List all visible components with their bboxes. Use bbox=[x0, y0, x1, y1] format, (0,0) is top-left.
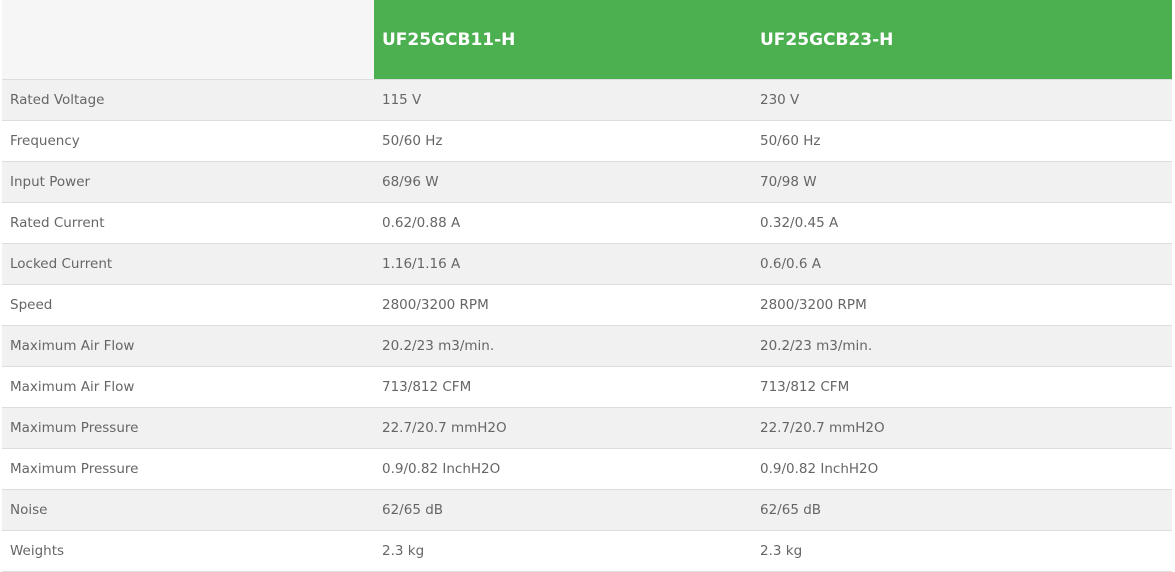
spec-value-model-1: 2.3 kg bbox=[374, 530, 752, 572]
spec-value-model-1: 20.2/23 m3/min. bbox=[374, 325, 752, 367]
spec-value-model-1: 22.7/20.7 mmH2O bbox=[374, 407, 752, 449]
spec-value-model-2: 20.2/23 m3/min. bbox=[752, 325, 1172, 367]
spec-value-model-2: 22.7/20.7 mmH2O bbox=[752, 407, 1172, 449]
spec-value-model-2: 0.6/0.6 A bbox=[752, 243, 1172, 285]
spec-value-model-1: 1.16/1.16 A bbox=[374, 243, 752, 285]
spec-value-model-2: 230 V bbox=[752, 79, 1172, 121]
spec-value-model-2: 70/98 W bbox=[752, 161, 1172, 203]
header-blank-cell bbox=[2, 0, 374, 80]
table-row: Frequency 50/60 Hz 50/60 Hz bbox=[2, 120, 1172, 162]
spec-value-model-1: 115 V bbox=[374, 79, 752, 121]
spec-label: Maximum Pressure bbox=[2, 407, 374, 449]
table-row: Input Power 68/96 W 70/98 W bbox=[2, 161, 1172, 203]
spec-value-model-1: 0.9/0.82 InchH2O bbox=[374, 448, 752, 490]
spec-label: Maximum Air Flow bbox=[2, 366, 374, 408]
table-row: Maximum Air Flow 20.2/23 m3/min. 20.2/23 m… bbox=[2, 325, 1172, 367]
table-row: Rated Voltage 115 V 230 V bbox=[2, 79, 1172, 121]
spec-label: Maximum Air Flow bbox=[2, 325, 374, 367]
model-header-2: UF25GCB23-H bbox=[752, 0, 1172, 80]
spec-label: Locked Current bbox=[2, 243, 374, 285]
table-row: Noise 62/65 dB 62/65 dB bbox=[2, 489, 1172, 531]
spec-value-model-1: 713/812 CFM bbox=[374, 366, 752, 408]
table-row: Maximum Pressure 0.9/0.82 InchH2O 0.9/0.82… bbox=[2, 448, 1172, 490]
spec-label: Rated Current bbox=[2, 202, 374, 244]
spec-value-model-2: 0.9/0.82 InchH2O bbox=[752, 448, 1172, 490]
spec-value-model-1: 2800/3200 RPM bbox=[374, 284, 752, 326]
spec-value-model-1: 50/60 Hz bbox=[374, 120, 752, 162]
spec-value-model-1: 62/65 dB bbox=[374, 489, 752, 531]
model-header-1: UF25GCB11-H bbox=[374, 0, 752, 80]
spec-label: Rated Voltage bbox=[2, 79, 374, 121]
spec-value-model-2: 2800/3200 RPM bbox=[752, 284, 1172, 326]
spec-value-model-2: 50/60 Hz bbox=[752, 120, 1172, 162]
table-row: Maximum Air Flow 713/812 CFM 713/812 CFM bbox=[2, 366, 1172, 408]
table-row: Locked Current 1.16/1.16 A 0.6/0.6 A bbox=[2, 243, 1172, 285]
spec-value-model-2: 713/812 CFM bbox=[752, 366, 1172, 408]
spec-label: Frequency bbox=[2, 120, 374, 162]
table-row: Speed 2800/3200 RPM 2800/3200 RPM bbox=[2, 284, 1172, 326]
header-row: UF25GCB11-H UF25GCB23-H bbox=[2, 0, 1172, 80]
spec-label: Weights bbox=[2, 530, 374, 572]
spec-value-model-2: 2.3 kg bbox=[752, 530, 1172, 572]
spec-value-model-2: 62/65 dB bbox=[752, 489, 1172, 531]
table-row: Maximum Pressure 22.7/20.7 mmH2O 22.7/20.7… bbox=[2, 407, 1172, 449]
spec-value-model-1: 68/96 W bbox=[374, 161, 752, 203]
table-row: Weights 2.3 kg 2.3 kg bbox=[2, 530, 1172, 572]
spec-value-model-2: 0.32/0.45 A bbox=[752, 202, 1172, 244]
spec-label: Speed bbox=[2, 284, 374, 326]
spec-label: Input Power bbox=[2, 161, 374, 203]
spec-label: Noise bbox=[2, 489, 374, 531]
spec-value-model-1: 0.62/0.88 A bbox=[374, 202, 752, 244]
table-row: Rated Current 0.62/0.88 A 0.32/0.45 A bbox=[2, 202, 1172, 244]
spec-label: Maximum Pressure bbox=[2, 448, 374, 490]
